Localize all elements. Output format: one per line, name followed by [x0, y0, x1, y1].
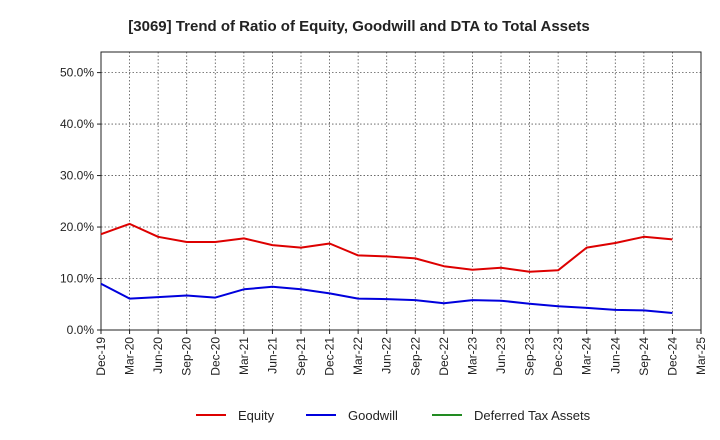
y-tick-label: 0.0% [67, 323, 95, 337]
x-tick-label: Dec-21 [323, 337, 337, 376]
x-tick-label: Sep-21 [294, 337, 308, 376]
legend-label-goodwill: Goodwill [348, 408, 398, 423]
y-tick-label: 30.0% [60, 169, 94, 183]
y-tick-label: 40.0% [60, 117, 94, 131]
x-tick-label: Jun-20 [151, 337, 165, 374]
x-tick-label: Jun-24 [608, 337, 622, 374]
x-tick-label: Mar-23 [465, 337, 479, 375]
x-tick-label: Mar-20 [123, 337, 137, 375]
x-tick-label: Mar-22 [351, 337, 365, 375]
x-tick-label: Jun-21 [265, 337, 279, 374]
x-tick-label: Sep-22 [408, 337, 422, 376]
plot-area-frame [100, 51, 702, 331]
y-tick-label: 10.0% [60, 272, 94, 286]
legend-label-deferred-tax-assets: Deferred Tax Assets [474, 408, 591, 423]
x-tick-label: Dec-20 [208, 337, 222, 376]
x-tick-label: Mar-21 [237, 337, 251, 375]
x-tick-label: Mar-25 [694, 337, 708, 375]
x-tick-label: Mar-24 [580, 337, 594, 375]
x-tick-label: Sep-20 [180, 337, 194, 376]
series-line-equity [100, 222, 673, 273]
x-tick-label: Sep-24 [637, 337, 651, 376]
series-line-goodwill [100, 282, 673, 314]
x-tick-label: Jun-23 [494, 337, 508, 374]
x-tick-label: Sep-23 [523, 337, 537, 376]
y-tick-label: 50.0% [60, 66, 94, 80]
x-tick-label: Dec-23 [551, 337, 565, 376]
x-tick-label: Dec-19 [94, 337, 108, 376]
x-tick-label: Jun-22 [380, 337, 394, 374]
x-tick-label: Dec-22 [437, 337, 451, 376]
y-tick-label: 20.0% [60, 220, 94, 234]
chart-title: [3069] Trend of Ratio of Equity, Goodwil… [128, 18, 589, 35]
x-tick-label: Dec-24 [665, 337, 679, 376]
legend-label-equity: Equity [238, 408, 275, 423]
